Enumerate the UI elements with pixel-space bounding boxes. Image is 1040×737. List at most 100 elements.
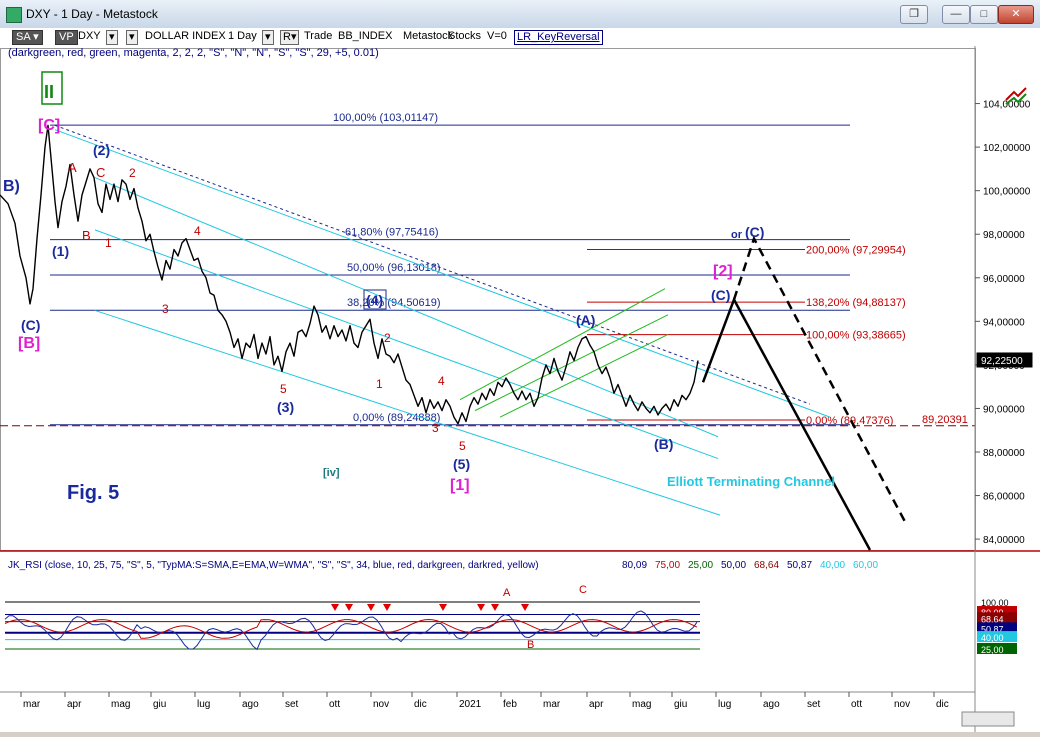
source-label: BB_INDEX [338, 30, 393, 42]
period-label: 1 Day [228, 30, 257, 42]
price-line [0, 124, 699, 425]
x-tick-label: giu [153, 699, 166, 710]
x-tick-label: nov [373, 699, 389, 710]
close-button[interactable]: ✕ [998, 5, 1034, 24]
rsi-axis-box [977, 612, 1017, 624]
indicator-link[interactable]: LR_KeyReversal [514, 30, 603, 45]
rsi-down-arrow [367, 604, 375, 611]
y-tick-label: 86,00000 [983, 492, 1025, 503]
x-tick-label: ago [242, 699, 259, 710]
fib-label-left: 0,00% (89,24888) [353, 412, 440, 424]
symbol-dropdown-icon[interactable]: ▾ [106, 30, 118, 45]
x-tick-label: lug [197, 699, 210, 710]
r-button[interactable]: R▾ [280, 30, 300, 45]
sa-label: SA [16, 31, 31, 43]
wave-label: 2 [129, 166, 136, 180]
x-tick-label: ott [329, 699, 340, 710]
wave-label: 3 [162, 302, 169, 316]
y-tick-label: 104,00000 [983, 100, 1031, 111]
x-tick-label: nov [894, 699, 910, 710]
rsi-down-arrow [521, 604, 529, 611]
r-label: R [283, 31, 291, 43]
fib-label-left: 38,20% (94,50619) [347, 297, 441, 309]
rsi-down-arrow [439, 604, 447, 611]
window-title: DXY - 1 Day - Metastock [26, 7, 158, 21]
x-tick-label: apr [589, 699, 604, 710]
y-tick-label: 84,00000 [983, 535, 1025, 546]
rsi-value: 50,00 [721, 560, 746, 571]
y-tick-label: 90,00000 [983, 404, 1025, 415]
wave-label: II [44, 82, 54, 102]
rsi-down-arrow [491, 604, 499, 611]
wave-label: (3) [277, 399, 294, 415]
app-icon [6, 7, 22, 23]
rsi-down-arrow [477, 604, 485, 611]
x-tick-label: set [285, 699, 299, 710]
vp-button[interactable]: VP [55, 30, 78, 45]
x-tick-label: mag [111, 699, 130, 710]
rsi-axis-label: 68,64 [981, 614, 1004, 624]
fib-label-left: 100,00% (103,01147) [333, 112, 438, 124]
horizontal-scrollbar[interactable] [961, 711, 1015, 727]
wave-label: (1) [52, 243, 69, 259]
rsi-params: JK_RSI (close, 10, 25, 75, "S", 5, "TypM… [8, 560, 539, 571]
rsi-value: 25,00 [688, 560, 713, 571]
x-tick-label: 2021 [459, 699, 482, 710]
wave-label: 5 [459, 439, 466, 453]
figure-label: Fig. 5 [67, 482, 119, 504]
y-tick-label: 94,00000 [983, 317, 1025, 328]
channel-line [54, 129, 831, 418]
rsi-axis-label: 25,00 [981, 645, 1004, 655]
wave-label: 1 [376, 377, 383, 391]
rsi-axis-box [977, 643, 1017, 654]
rsi-down-arrow [331, 604, 339, 611]
rsi-axis-box [977, 596, 1017, 607]
index-dropdown-icon[interactable]: ▾ [126, 30, 138, 45]
fib-label-left: 50,00% (96,13018) [347, 262, 441, 274]
channel-line [94, 229, 719, 460]
wave-label: [iv] [323, 467, 340, 479]
wave-label: [1] [450, 477, 470, 494]
rsi-axis-box [977, 606, 1017, 618]
last-price-box [976, 352, 1033, 368]
period-dropdown-icon[interactable]: ▾ [262, 30, 274, 45]
chart-style-icon[interactable] [1005, 87, 1027, 101]
rsi-down-arrow [345, 604, 353, 611]
maximize-button[interactable]: □ [970, 5, 998, 24]
fib-label-right: 138,20% (94,88137) [806, 297, 906, 309]
minimize-button[interactable]: — [942, 5, 970, 24]
channel-label: Elliott Terminating Channel [667, 474, 835, 489]
rsi-axis-label: 100,00 [981, 598, 1009, 608]
metastock-label: Metastock [403, 30, 454, 42]
projection-dashed-line [732, 235, 907, 523]
wave-label: C [96, 165, 105, 180]
sa-button[interactable]: SA ▾ [12, 30, 43, 45]
rsi-axis-box [977, 631, 1017, 643]
x-tick-label: set [807, 699, 821, 710]
wave-label: [2] [713, 263, 733, 280]
chart-svg[interactable]: 89,20391 100,00% (103,01147) 61,80% (97,75… [0, 46, 1040, 732]
wave-label: (2) [93, 142, 110, 158]
x-tick-label: mag [632, 699, 651, 710]
green-channel-line [459, 288, 666, 401]
fib-label-right: 200,00% (97,29954) [806, 244, 906, 256]
wave-label: B) [3, 178, 20, 195]
last-price-label: 92,22500 [981, 356, 1023, 367]
channel-line [94, 309, 721, 516]
green-channel-line [499, 333, 669, 418]
wave-4-box [363, 289, 387, 310]
y-tick-label: 98,00000 [983, 230, 1025, 241]
fib-label-left: 61,80% (97,75416) [345, 227, 439, 239]
x-tick-label: ott [851, 699, 862, 710]
chart-style-icon-2 [1005, 93, 1027, 105]
wave-label: 1 [105, 236, 112, 250]
rsi-value: 68,64 [754, 560, 779, 571]
x-tick-label: apr [67, 699, 82, 710]
restore-windows-button[interactable]: ❐ [900, 5, 928, 24]
trade-label[interactable]: Trade [304, 30, 333, 42]
rsi-down-arrow [383, 604, 391, 611]
index-name: DOLLAR INDEX [145, 30, 226, 42]
rsi-signal-curve [4, 618, 698, 639]
wave-label: (A) [576, 312, 595, 328]
rsi-value: 80,09 [622, 560, 647, 571]
